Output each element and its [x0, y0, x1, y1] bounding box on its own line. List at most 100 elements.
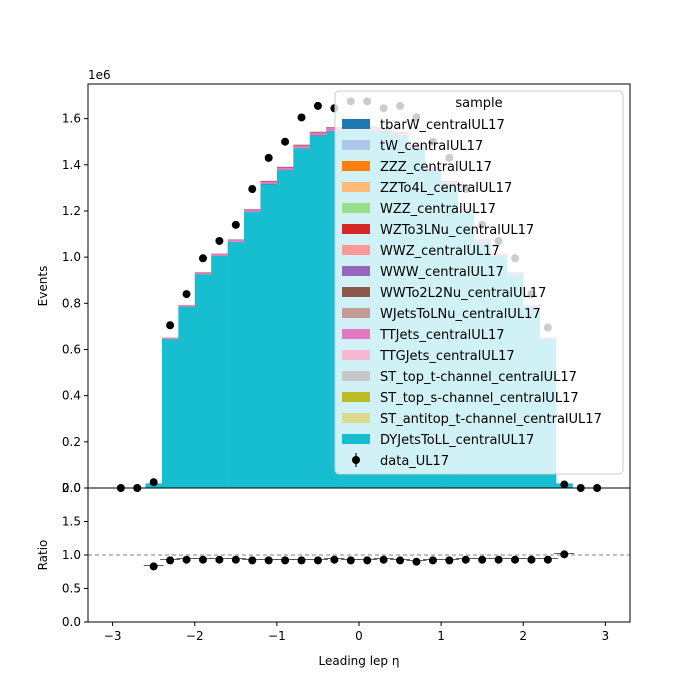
ratio-y-axis-label: Ratio	[36, 540, 50, 571]
legend-swatch-WWTo2L2Nu_centralUL17	[342, 287, 370, 297]
bar-DYJetsToLL_centralUL17-7	[227, 242, 245, 488]
main-y-tick-label-6: 1.2	[62, 204, 81, 218]
main-y-tick-label-7: 1.4	[62, 158, 81, 172]
bar-WWTo2L2Nu_centralUL17-11	[293, 144, 311, 146]
ratio-points	[143, 550, 575, 571]
legend-swatch-ST_antitop_t-channel_centralUL17	[342, 413, 370, 423]
bar-DYJetsToLL_centralUL17-4	[178, 306, 196, 488]
data-point-27	[560, 480, 569, 489]
legend-title: sample	[455, 96, 502, 111]
ratio-point-0	[149, 562, 158, 571]
ratio-point-18	[445, 556, 454, 565]
legend-box	[334, 90, 624, 475]
legend-label-WWW_centralUL17: WWW_centralUL17	[380, 265, 504, 280]
ratio-point-3	[198, 555, 207, 564]
bar-DYJetsToLL_centralUL17-6	[211, 255, 228, 488]
ratio-frame	[87, 487, 631, 623]
legend-label-WZZ_centralUL17: WZZ_centralUL17	[380, 202, 496, 217]
data-point-8	[248, 185, 257, 194]
main-y-tick-label-4: 0.8	[62, 296, 81, 310]
ratio-point-23	[527, 555, 536, 564]
ratio-point-17	[428, 556, 437, 565]
ratio-point-10	[313, 556, 322, 565]
bar-TTJets_centralUL17-5	[194, 272, 212, 275]
ratio-y-tick-label-3: 1.5	[62, 515, 81, 529]
legend-swatch-WZTo3LNu_centralUL17	[342, 224, 370, 234]
bar-TTJets_centralUL17-10	[276, 167, 294, 171]
bar-DYJetsToLL_centralUL17-11	[293, 148, 311, 488]
ratio-point-12	[346, 556, 355, 565]
ratio-point-14	[379, 555, 388, 564]
ratio-point-21	[494, 555, 503, 564]
ratio-point-22	[511, 555, 520, 564]
data-point-5	[198, 254, 207, 263]
bar-TTJets_centralUL17-12	[309, 132, 327, 136]
bar-TTJets_centralUL17-8	[244, 209, 261, 212]
data-point-9	[264, 153, 273, 162]
ratio-y-tick-label-1: 0.5	[62, 582, 81, 596]
data-point-3	[166, 321, 175, 330]
main-y-tick-label-0: 0.0	[62, 481, 81, 495]
x-tick-label-4: 1	[437, 629, 445, 643]
legend-label-tW_centralUL17: tW_centralUL17	[380, 139, 483, 154]
legend-swatch-WWZ_centralUL17	[342, 245, 370, 255]
ratio-panel: 0.0 0.5 1.0 1.5 2.0 −3 −2 −1 0 1 2 3 Ratio Leading…	[36, 481, 631, 668]
legend-label-ST_antitop_t-channel_centralUL17: ST_antitop_t-channel_centralUL17	[380, 412, 602, 427]
bar-DYJetsToLL_centralUL17-5	[194, 274, 212, 488]
legend-marker-point	[352, 456, 360, 464]
ratio-x-axis: −3 −2 −1 0 1 2 3	[104, 622, 609, 643]
main-y-tick-label-2: 0.4	[62, 389, 81, 403]
ratio-point-5	[231, 555, 240, 564]
ratio-y-tick-label-4: 2.0	[62, 481, 81, 495]
data-point-4	[182, 290, 191, 299]
main-y-tick-label-8: 1.6	[62, 112, 81, 126]
main-y-tick-label-3: 0.6	[62, 342, 81, 356]
legend-label-WWTo2L2Nu_centralUL17: WWTo2L2Nu_centralUL17	[380, 286, 546, 301]
x-tick-label-1: −2	[186, 629, 204, 643]
bar-TTJets_centralUL17-7	[227, 240, 245, 242]
bar-DYJetsToLL_centralUL17-8	[244, 212, 261, 488]
bar-WWTo2L2Nu_centralUL17-9	[260, 180, 278, 182]
x-axis-label: Leading lep η	[319, 654, 400, 668]
bar-DYJetsToLL_centralUL17-12	[309, 135, 327, 488]
legend-entries: tbarW_centralUL17 tW_centralUL17 ZZZ_centr…	[342, 118, 602, 469]
legend-swatch-tW_centralUL17	[342, 140, 370, 150]
bar-TTJets_centralUL17-6	[211, 254, 228, 256]
bar-WWTo2L2Nu_centralUL17-10	[276, 166, 294, 168]
bar-DYJetsToLL_centralUL17-3	[161, 339, 179, 488]
legend-label-data_UL17: data_UL17	[380, 454, 449, 469]
legend-swatch-WWW_centralUL17	[342, 266, 370, 276]
ratio-y-axis: 0.0 0.5 1.0 1.5 2.0	[62, 481, 88, 629]
legend-label-tbarW_centralUL17: tbarW_centralUL17	[380, 118, 505, 133]
legend-label-ST_top_t-channel_centralUL17: ST_top_t-channel_centralUL17	[380, 370, 577, 385]
ratio-point-2	[182, 555, 191, 564]
legend-swatch-ST_top_t-channel_centralUL17	[342, 371, 370, 381]
bar-TTJets_centralUL17-3	[161, 337, 179, 339]
data-point-2	[149, 478, 158, 487]
legend-swatch-WZZ_centralUL17	[342, 203, 370, 213]
ratio-point-15	[396, 556, 405, 565]
main-y-tick-label-5: 1.0	[62, 250, 81, 264]
legend: sample tbarW_centralUL17 tW_centralUL17 ZZ…	[334, 90, 624, 475]
x-tick-label-3: 0	[355, 629, 363, 643]
ratio-point-20	[478, 555, 487, 564]
ratio-point-24	[543, 555, 552, 564]
ratio-point-25	[560, 550, 569, 559]
ratio-point-13	[363, 556, 372, 565]
ratio-y-tick-label-0: 0.0	[62, 615, 81, 629]
ratio-point-8	[281, 556, 290, 565]
ratio-y-tick-label-2: 1.0	[62, 548, 81, 562]
legend-label-WJetsToLNu_centralUL17: WJetsToLNu_centralUL17	[380, 307, 541, 322]
ratio-point-4	[215, 555, 224, 564]
ratio-point-19	[461, 555, 470, 564]
x-tick-label-0: −3	[104, 629, 122, 643]
ratio-point-9	[297, 556, 306, 565]
ratio-point-11	[330, 555, 339, 564]
legend-swatch-WJetsToLNu_centralUL17	[342, 308, 370, 318]
x-tick-label-5: 2	[519, 629, 527, 643]
bar-DYJetsToLL_centralUL17-10	[276, 170, 294, 489]
legend-swatch-TTJets_centralUL17	[342, 329, 370, 339]
x-tick-label-2: −1	[268, 629, 286, 643]
y-offset-label: 1e6	[88, 68, 111, 82]
